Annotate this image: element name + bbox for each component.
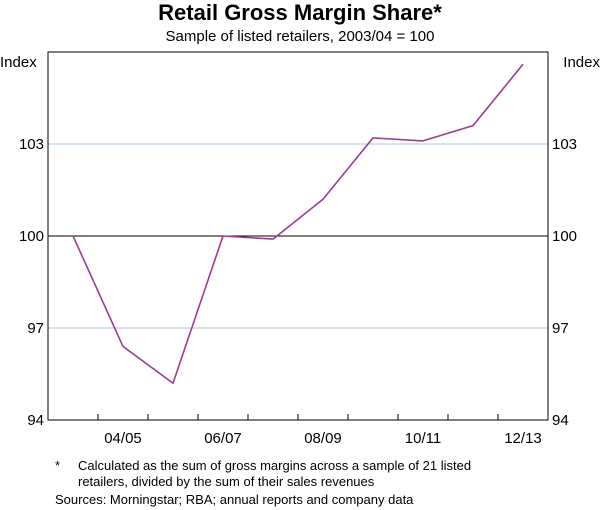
y-axis-label-right: Index: [563, 54, 600, 71]
x-tick-label-08-09: 08/09: [304, 430, 342, 447]
y-tick-label-right-94: 94: [552, 412, 569, 429]
footnote-line-1: Calculated as the sum of gross margins a…: [78, 458, 471, 473]
y-tick-label-right-97: 97: [552, 320, 569, 337]
chart-subtitle: Sample of listed retailers, 2003/04 = 10…: [166, 28, 435, 45]
y-tick-labels: 94 94 97 97 100 100 103 103: [19, 136, 577, 429]
x-tick-labels: 04/05 06/07 08/09 10/11 12/13: [104, 430, 542, 447]
footnote-marker: *: [55, 458, 60, 473]
y-tick-label-left-103: 103: [19, 136, 44, 153]
x-tick-label-04-05: 04/05: [104, 430, 142, 447]
x-tick-marks: [97, 414, 499, 420]
y-tick-label-left-100: 100: [19, 228, 44, 245]
x-tick-label-06-07: 06/07: [204, 430, 242, 447]
y-tick-label-right-100: 100: [552, 228, 577, 245]
y-axis-label-left: Index: [0, 54, 37, 71]
series-line: [72, 63, 524, 385]
grid-lines: [48, 143, 548, 329]
chart-title: Retail Gross Margin Share*: [158, 0, 442, 25]
series-group: [72, 63, 524, 385]
y-tick-label-left-97: 97: [27, 320, 44, 337]
x-tick-label-12-13: 12/13: [504, 430, 542, 447]
y-tick-label-right-103: 103: [552, 136, 577, 153]
x-tick-label-10-11: 10/11: [405, 430, 441, 447]
sources-line: Sources: Morningstar; RBA; annual report…: [55, 492, 414, 507]
y-tick-label-left-94: 94: [27, 412, 44, 429]
footnote-line-2: retailers, divided by the sum of their s…: [78, 474, 375, 489]
